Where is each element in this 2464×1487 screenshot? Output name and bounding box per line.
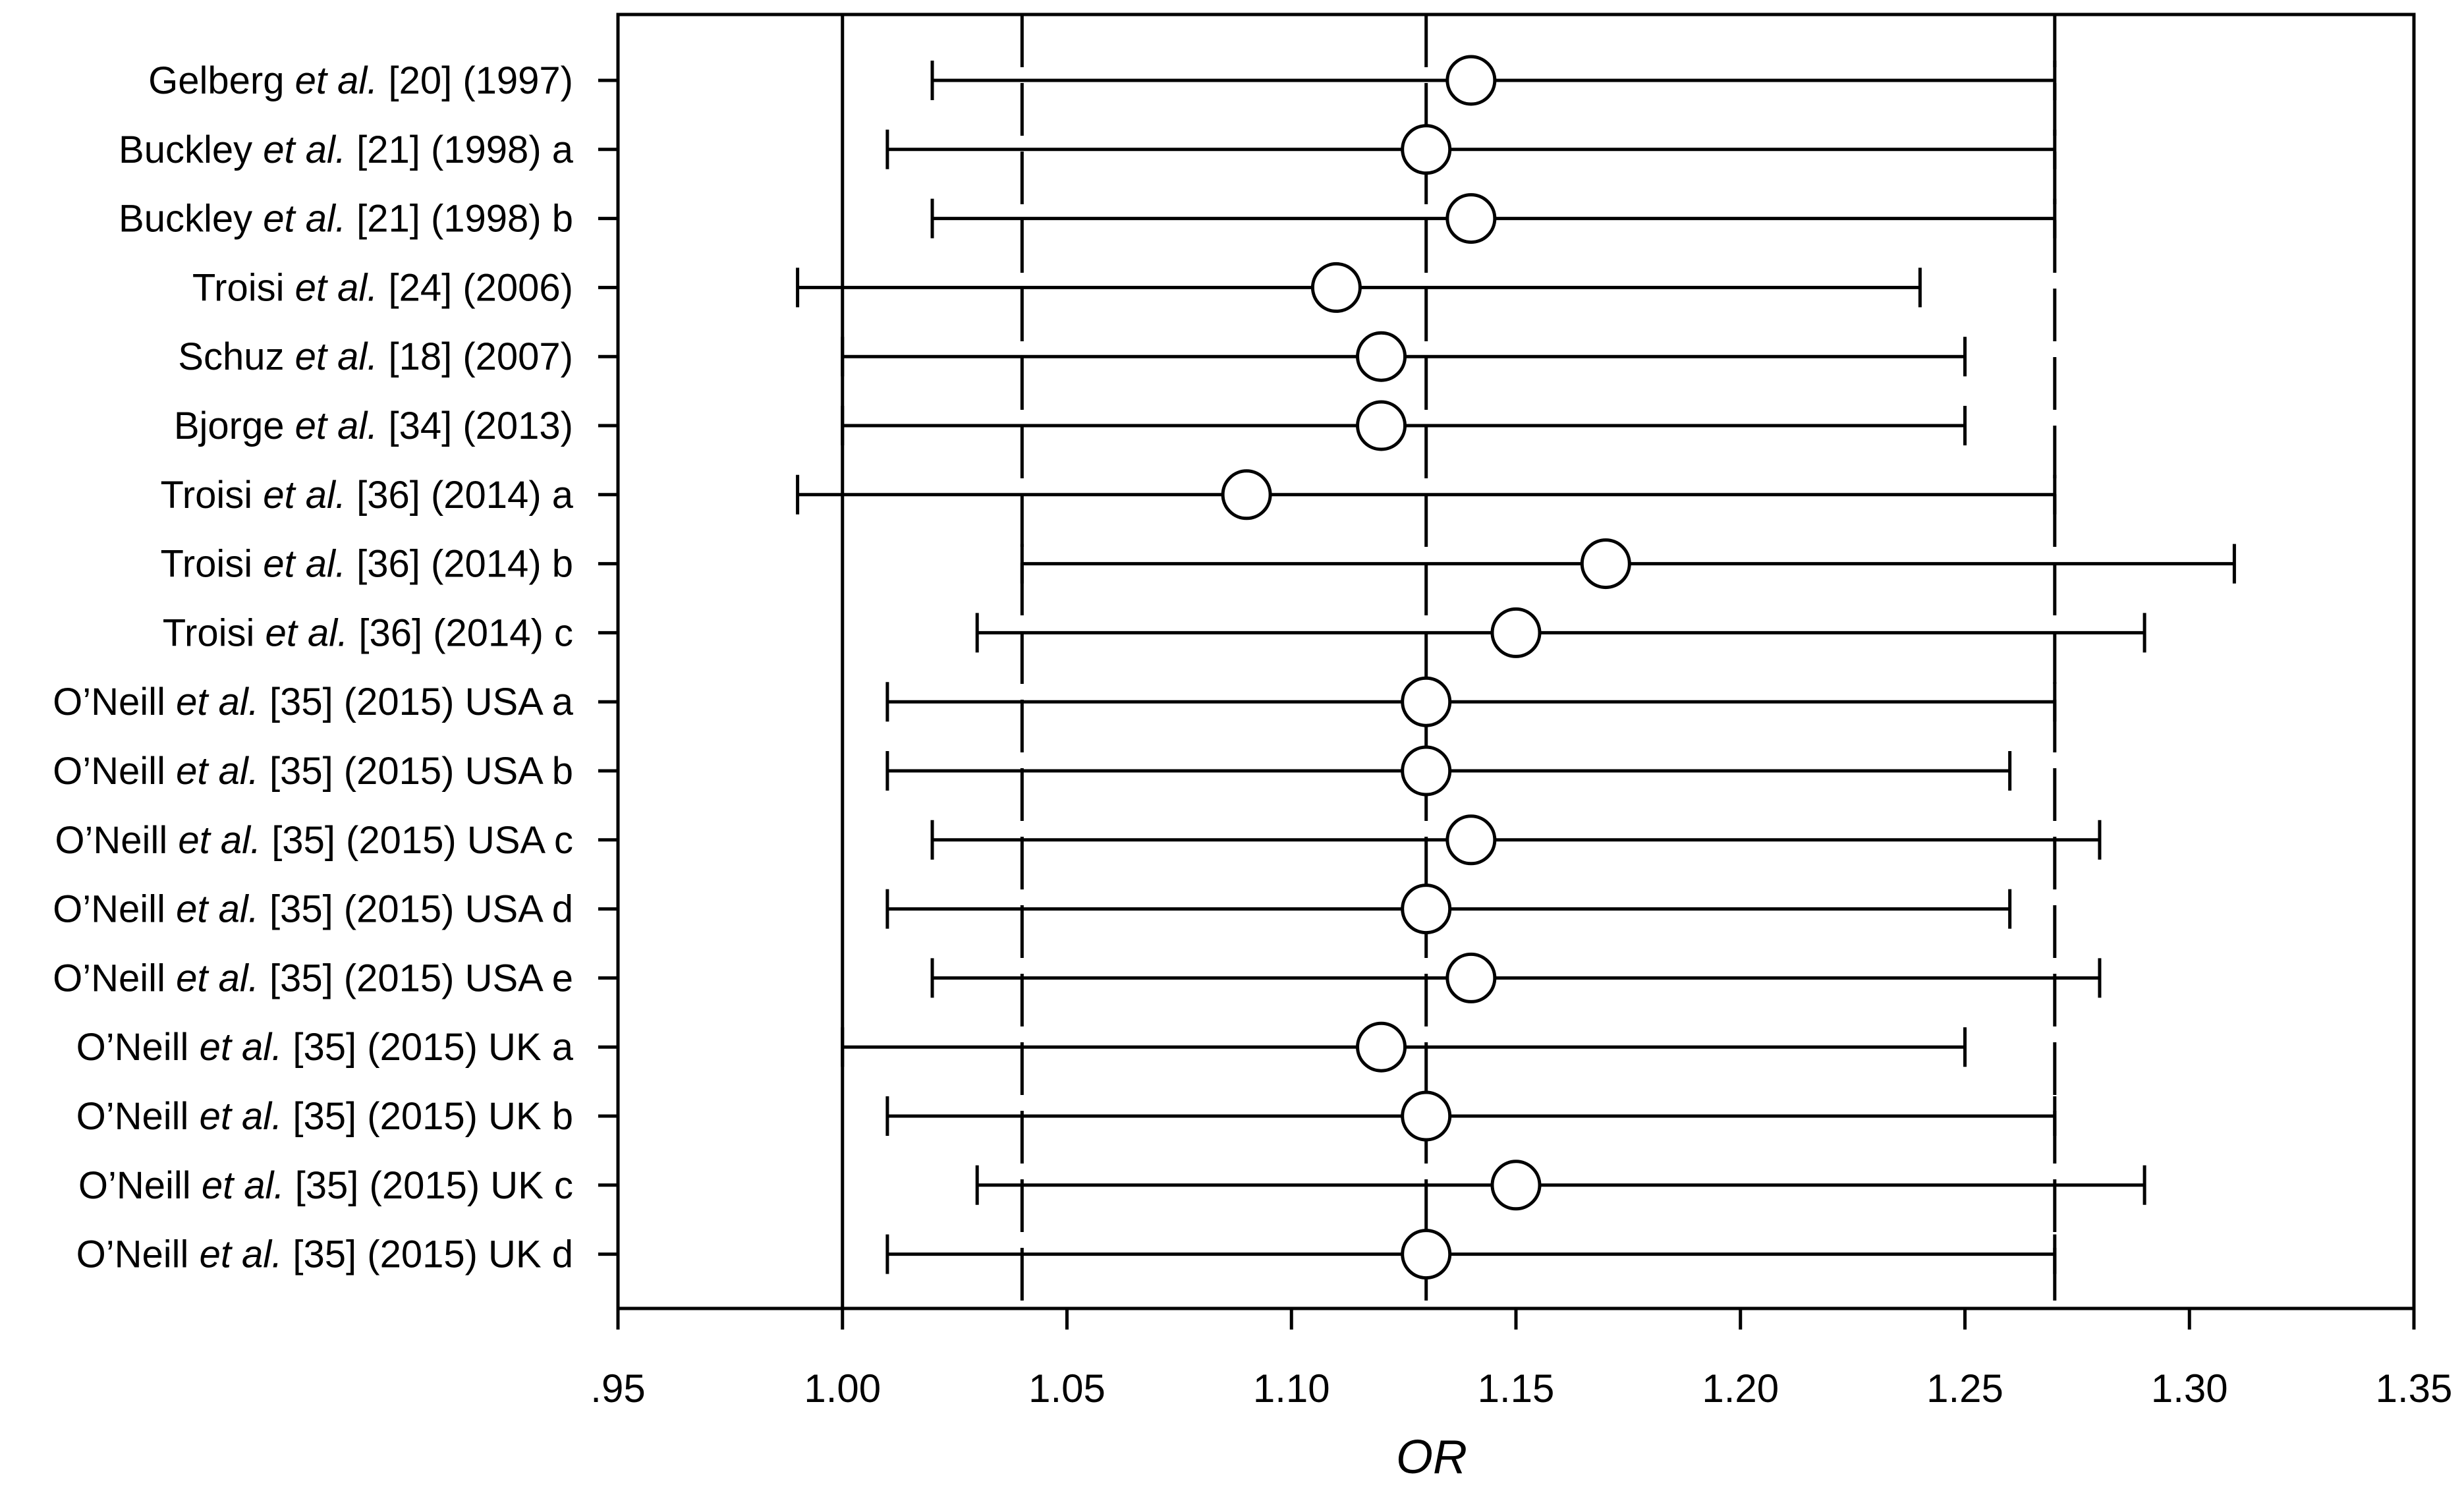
study-label: Bjorge et al. [34] (2013): [174, 405, 573, 447]
point-estimate: [1580, 538, 1631, 590]
point-estimate: [1310, 262, 1362, 313]
point-estimate: [1445, 193, 1497, 244]
study-label: Gelberg et al. [20] (1997): [148, 59, 573, 102]
point-estimate: [1401, 745, 1452, 797]
point-estimate: [1356, 1021, 1407, 1073]
x-tick-label: 1.35: [2376, 1366, 2453, 1411]
point-estimate: [1401, 1229, 1452, 1280]
study-label: O’Neill et al. [35] (2015) USA b: [53, 750, 573, 793]
x-tick-label: 1.30: [2151, 1366, 2228, 1411]
study-label: O’Neill et al. [35] (2015) USA e: [53, 957, 573, 999]
x-tick-label: 1.20: [1702, 1366, 1779, 1411]
study-label: O’Neill et al. [35] (2015) UK b: [76, 1095, 573, 1138]
x-tick-label: 1.15: [1478, 1366, 1555, 1411]
y-axis-ticks: [598, 78, 618, 1256]
study-label: O’Neill et al. [35] (2015) UK a: [76, 1026, 574, 1069]
study-label: Buckley et al. [21] (1998) b: [119, 198, 573, 240]
x-tick-label: .95: [590, 1366, 645, 1411]
study-label: O’Neill et al. [35] (2015) USA d: [53, 888, 573, 931]
y-axis-labels: Gelberg et al. [20] (1997) Buckley et al.…: [53, 59, 574, 1276]
point-estimate: [1445, 952, 1497, 1003]
x-tick-label: 1.25: [1926, 1366, 2003, 1411]
study-label: O’Neill et al. [35] (2015) UK c: [78, 1164, 573, 1207]
study-label: Schuz et al. [18] (2007): [178, 335, 573, 378]
x-axis-ticks: [616, 1308, 2416, 1330]
study-label: Troisi et al. [36] (2014) a: [161, 474, 574, 517]
x-axis-tick-labels: .95 1.00 1.05 1.10 1.15 1.20 1.25 1.30 1.35: [590, 1366, 2452, 1411]
point-estimate: [1490, 1160, 1542, 1211]
point-estimate: [1445, 814, 1497, 866]
point-estimate: [1356, 331, 1407, 382]
point-estimate: [1356, 400, 1407, 451]
study-label: Troisi et al. [24] (2006): [192, 266, 573, 309]
confidence-intervals: [796, 61, 2236, 1274]
point-estimate: [1490, 607, 1542, 658]
study-label: Buckley et al. [21] (1998) a: [119, 128, 574, 171]
x-tick-label: 1.10: [1253, 1366, 1330, 1411]
point-estimate: [1445, 55, 1497, 106]
study-label: O’Neill et al. [35] (2015) USA c: [55, 819, 573, 862]
study-label: O’Neill et al. [35] (2015) USA a: [53, 681, 574, 723]
study-label: Troisi et al. [36] (2014) b: [161, 543, 573, 586]
point-estimate: [1401, 1090, 1452, 1142]
x-tick-label: 1.05: [1028, 1366, 1106, 1411]
point-estimate: [1401, 124, 1452, 175]
point-estimate: [1401, 676, 1452, 727]
x-axis-label: OR: [1396, 1431, 1467, 1484]
point-estimate: [1221, 469, 1272, 520]
study-label: Troisi et al. [36] (2014) c: [163, 611, 573, 654]
point-estimates: [1221, 55, 1631, 1280]
study-label: O’Neill et al. [35] (2015) UK d: [76, 1233, 573, 1276]
x-tick-label: 1.00: [804, 1366, 881, 1411]
point-estimate: [1401, 884, 1452, 935]
